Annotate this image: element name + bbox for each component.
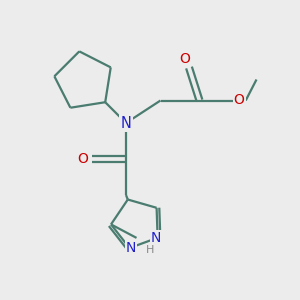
Text: N: N: [121, 116, 131, 130]
Text: N: N: [151, 231, 161, 245]
Text: H: H: [146, 245, 154, 255]
Text: O: O: [77, 152, 88, 166]
Text: O: O: [179, 52, 190, 66]
Text: O: O: [234, 94, 244, 107]
Text: N: N: [126, 241, 136, 255]
